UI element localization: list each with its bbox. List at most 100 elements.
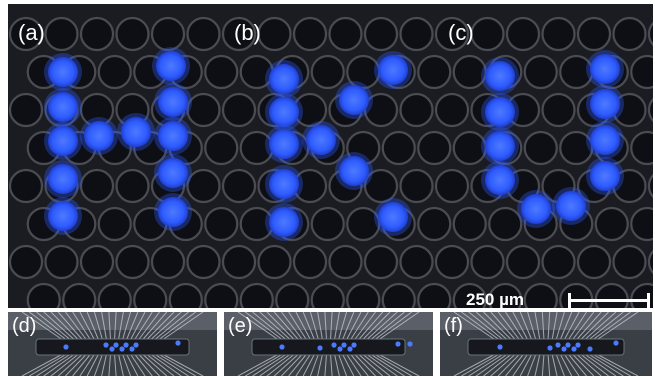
well: [150, 16, 186, 52]
well: [115, 16, 150, 52]
well: [186, 168, 221, 204]
well: [381, 282, 416, 308]
chip-led: [133, 342, 139, 348]
lit-led: [590, 89, 620, 119]
well: [239, 282, 274, 308]
well: [399, 168, 434, 204]
label-c: (c): [448, 20, 474, 45]
well: [541, 16, 576, 52]
well: [186, 16, 221, 52]
well-grid: [8, 16, 653, 308]
chip-led: [279, 344, 285, 350]
lit-led: [485, 97, 515, 127]
well: [434, 244, 470, 280]
lit-led: [485, 165, 515, 195]
well: [541, 244, 576, 280]
well: [221, 168, 257, 204]
well: [257, 16, 292, 52]
chip-led: [407, 341, 413, 347]
chip-led: [555, 342, 561, 348]
well: [488, 282, 523, 308]
well: [647, 97, 653, 123]
well: [79, 244, 115, 280]
well: [363, 244, 399, 280]
well: [346, 282, 381, 308]
lit-led: [48, 126, 78, 156]
lit-led: [48, 201, 78, 231]
chip-led: [331, 342, 337, 348]
chip-led: [497, 344, 503, 350]
well: [221, 244, 257, 280]
device-photo-f: (f): [440, 312, 652, 376]
well: [630, 54, 653, 90]
lit-led: [590, 125, 620, 155]
well: [452, 54, 487, 90]
well: [363, 16, 399, 52]
label-f: (f): [444, 315, 463, 337]
chip-led: [351, 342, 357, 348]
lit-led: [48, 57, 78, 87]
chip-led: [341, 342, 347, 348]
chip-led: [129, 346, 135, 352]
well: [612, 16, 647, 52]
well: [97, 282, 132, 308]
well: [328, 244, 363, 280]
well: [417, 130, 452, 166]
well: [115, 244, 150, 280]
chip-leds: [497, 340, 619, 352]
chip-led: [575, 342, 581, 348]
lit-led: [156, 51, 186, 81]
well: [97, 54, 132, 90]
well: [576, 244, 612, 280]
well: [133, 282, 168, 308]
well: [257, 244, 292, 280]
device-image-d: [8, 312, 217, 376]
well: [505, 244, 541, 280]
well: [505, 16, 541, 52]
well: [62, 282, 97, 308]
lit-led: [269, 64, 299, 94]
chip-led: [571, 346, 577, 352]
lit-led: [48, 164, 78, 194]
lit-led: [378, 55, 408, 85]
lit-led: [158, 158, 188, 188]
device-image-f: [440, 312, 652, 376]
well: [97, 206, 132, 242]
well: [647, 249, 653, 275]
well: [594, 282, 629, 308]
well: [523, 282, 558, 308]
well: [434, 16, 470, 52]
well: [452, 206, 487, 242]
lit-led: [590, 161, 620, 191]
microled-array-photo: (a) (b) (c) 250 µm: [8, 4, 653, 308]
well: [452, 282, 487, 308]
well: [399, 244, 434, 280]
well: [612, 244, 647, 280]
well: [292, 16, 328, 52]
well: [434, 92, 470, 128]
well: [310, 206, 345, 242]
well: [630, 130, 653, 166]
chip-led: [175, 340, 181, 346]
lit-led: [485, 131, 515, 161]
well: [523, 130, 558, 166]
well: [399, 92, 434, 128]
chip-led: [337, 346, 343, 352]
well: [541, 92, 576, 128]
well: [363, 168, 399, 204]
chip-led: [123, 342, 129, 348]
well: [8, 92, 44, 128]
label-b: (b): [234, 20, 261, 45]
chip-led: [113, 342, 119, 348]
lit-led: [590, 54, 620, 84]
label-e: (e): [228, 315, 253, 337]
chip-led: [347, 346, 353, 352]
chip: [251, 338, 406, 356]
device-photo-d: (d): [8, 312, 217, 376]
well: [399, 16, 434, 52]
lit-led: [485, 61, 515, 91]
well: [381, 130, 416, 166]
well: [346, 206, 381, 242]
well: [79, 16, 115, 52]
